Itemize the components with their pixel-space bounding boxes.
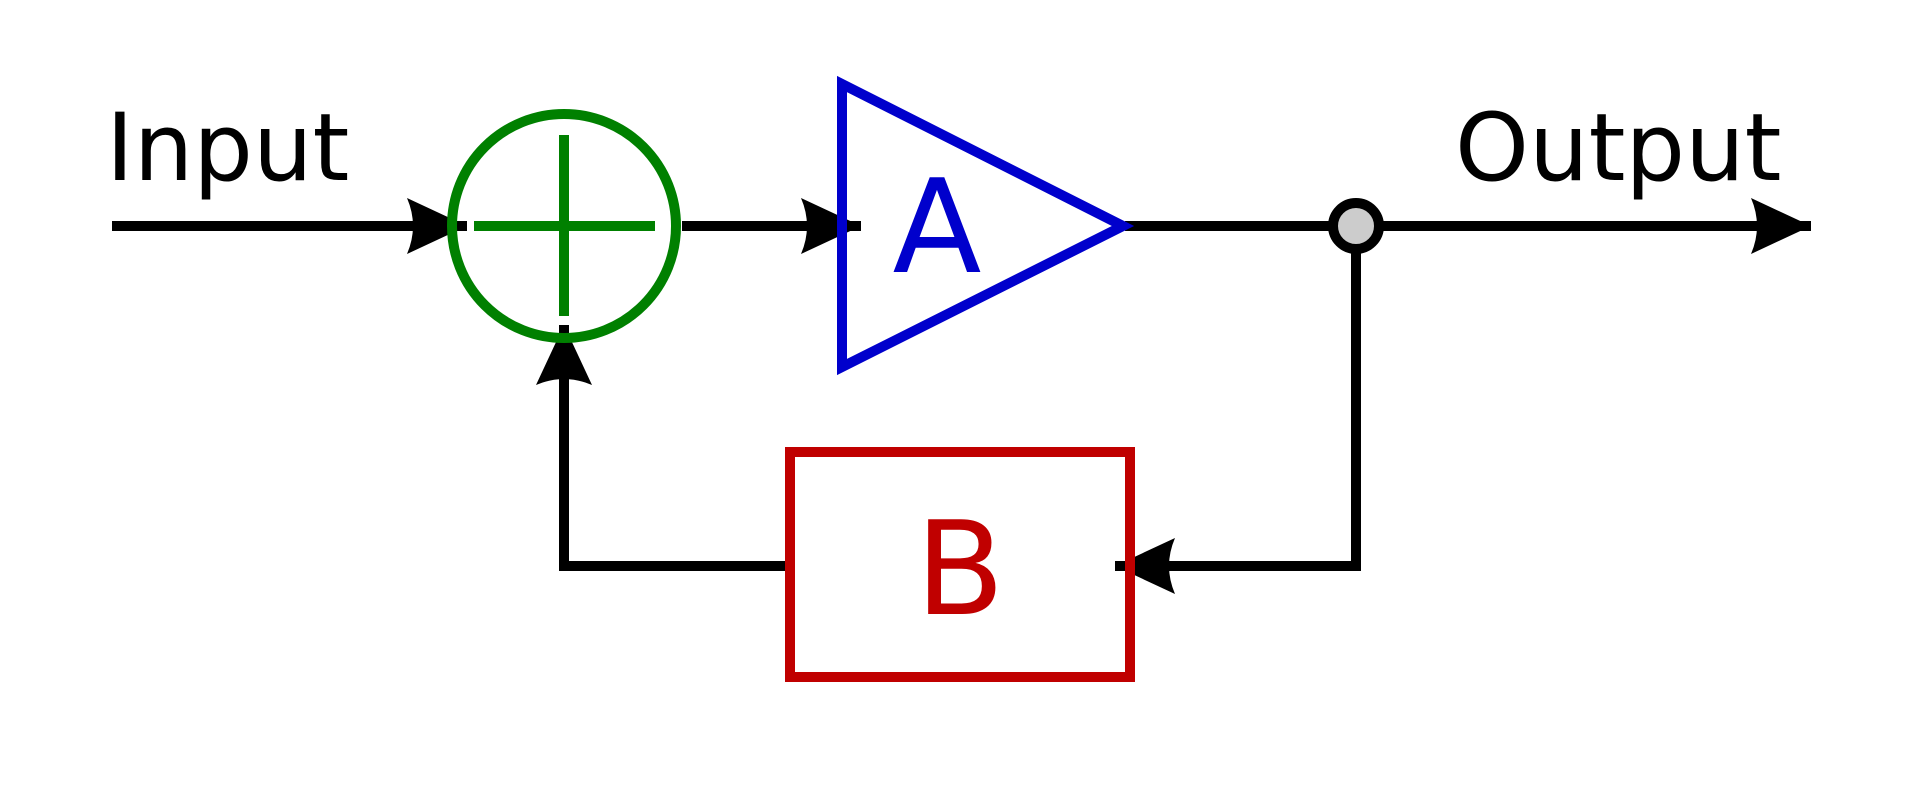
output-label: Output: [1455, 94, 1782, 203]
feedback-to-summer-arrow: [536, 325, 787, 571]
feedback-label: B: [915, 493, 1004, 645]
input-label: Input: [106, 94, 349, 203]
output-junction-dot: [1328, 198, 1384, 254]
amplifier-label: A: [893, 151, 982, 303]
amplifier-triangle: [837, 75, 1135, 376]
feedback-return-arrow: [1115, 250, 1361, 594]
feedback-block: [785, 447, 1135, 682]
summing-junction: [447, 109, 681, 343]
